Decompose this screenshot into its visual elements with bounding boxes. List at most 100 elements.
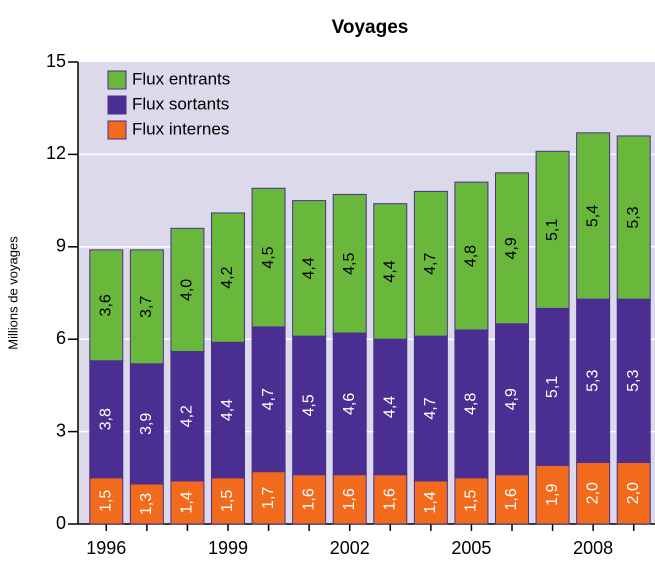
x-tick-label: 1999 (208, 538, 248, 558)
y-tick-label: 0 (56, 513, 66, 533)
value-label: 5,4 (584, 205, 601, 227)
bar-segment (454, 329, 489, 479)
bar-segment (211, 212, 245, 343)
bar-segment (495, 323, 529, 476)
value-label: 4,6 (341, 393, 358, 415)
bar-segment (535, 150, 570, 309)
legend-label: Flux internes (132, 119, 229, 138)
bar-segment (413, 480, 448, 525)
value-label: 4,7 (260, 388, 277, 410)
value-label: 3,9 (138, 413, 155, 435)
bar-segment (413, 190, 448, 337)
value-label: 5,3 (625, 206, 642, 228)
value-label: 2,0 (584, 482, 601, 504)
value-label: 4,4 (300, 257, 317, 279)
y-tick-label: 9 (56, 236, 66, 256)
bar-segment (332, 332, 367, 476)
bar-segment (170, 227, 205, 353)
bar-segment (89, 249, 124, 362)
value-label: 2,0 (625, 482, 642, 504)
bar-segment (535, 464, 570, 525)
value-label: 1,9 (544, 484, 561, 506)
bar-segment (129, 483, 164, 525)
value-label: 4,2 (179, 405, 196, 427)
bar-segment (89, 477, 124, 525)
bar-segment (373, 474, 408, 525)
bar-segment (576, 132, 611, 300)
value-label: 5,1 (544, 219, 561, 241)
value-label: 4,5 (260, 246, 277, 268)
bar-segment (292, 200, 327, 337)
value-label: 4,7 (422, 397, 439, 419)
bar-segment (576, 461, 611, 525)
bar-segment (89, 360, 124, 479)
legend-swatch (107, 70, 127, 90)
bar-segment (373, 338, 408, 476)
bar-segment (332, 474, 367, 525)
value-label: 1,6 (341, 488, 358, 510)
bar-segment (413, 335, 448, 482)
bar-segment (332, 193, 367, 334)
value-label: 3,6 (98, 294, 115, 316)
value-label: 3,7 (138, 296, 155, 318)
value-label: 1,4 (179, 491, 196, 513)
y-axis-label: Millions de voyages (5, 236, 20, 350)
bar-segment (251, 471, 286, 525)
bar-segment (576, 298, 611, 463)
value-label: 4,4 (382, 396, 399, 418)
value-label: 4,5 (300, 394, 317, 416)
x-tick-label: 2002 (330, 538, 370, 558)
bar-segment (292, 474, 327, 525)
bar-segment (535, 307, 570, 466)
value-label: 1,4 (422, 491, 439, 513)
x-tick-label: 2005 (451, 538, 491, 558)
bar-segment (211, 341, 245, 479)
y-tick-label: 6 (56, 328, 66, 348)
value-label: 3,8 (98, 408, 115, 430)
bar-segment (495, 172, 529, 325)
bar-segment (292, 335, 327, 476)
value-label: 1,6 (503, 488, 520, 510)
value-label: 1,3 (138, 493, 155, 515)
bar-segment (129, 363, 164, 485)
x-tick-label: 2008 (573, 538, 613, 558)
value-label: 4,4 (382, 260, 399, 282)
bar-segment (129, 249, 164, 365)
value-label: 1,5 (98, 490, 115, 512)
value-label: 1,5 (463, 490, 480, 512)
bar-segment (616, 135, 651, 300)
value-label: 4,9 (503, 237, 520, 259)
value-label: 4,4 (219, 399, 236, 421)
value-label: 4,0 (179, 279, 196, 301)
bar-segment (616, 461, 651, 525)
bar-segment (170, 480, 205, 525)
bar-segment (454, 181, 489, 331)
value-label: 5,3 (584, 370, 601, 392)
value-label: 5,3 (625, 370, 642, 392)
y-tick-label: 15 (46, 51, 66, 71)
y-tick-label: 12 (46, 143, 66, 163)
bar-segment (251, 187, 286, 328)
value-label: 4,8 (463, 245, 480, 267)
value-label: 1,5 (219, 490, 236, 512)
x-tick-label: 1996 (86, 538, 126, 558)
value-label: 1,7 (260, 487, 277, 509)
value-label: 1,6 (382, 488, 399, 510)
value-label: 4,7 (422, 253, 439, 275)
value-label: 5,1 (544, 376, 561, 398)
bar-segment (211, 477, 245, 525)
bar-segment (373, 203, 408, 340)
legend-label: Flux sortants (132, 94, 229, 113)
bar-segment (616, 298, 651, 463)
value-label: 4,8 (463, 393, 480, 415)
value-label: 4,5 (341, 253, 358, 275)
chart-title: Voyages (332, 17, 409, 38)
legend-swatch (107, 95, 127, 115)
value-label: 4,2 (219, 266, 236, 288)
bar-segment (454, 477, 489, 525)
y-tick-label: 3 (56, 420, 66, 440)
legend-swatch (107, 120, 127, 140)
bar-segment (251, 326, 286, 473)
legend-label: Flux entrants (132, 69, 230, 88)
